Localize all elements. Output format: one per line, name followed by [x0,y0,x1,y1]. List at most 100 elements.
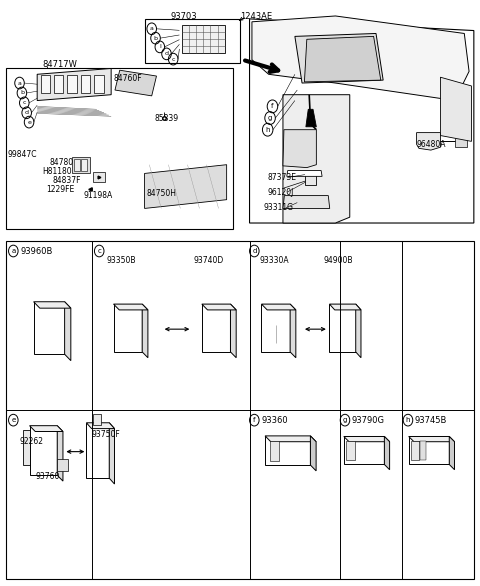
Polygon shape [408,437,455,442]
Polygon shape [283,95,350,223]
Bar [67,76,77,93]
Text: h: h [406,417,410,423]
Bar [307,199,314,206]
Text: H81180: H81180 [42,167,72,176]
Text: 93790G: 93790G [351,415,384,425]
Text: 91198A: 91198A [84,190,113,199]
Polygon shape [142,304,148,357]
Polygon shape [230,304,236,357]
Polygon shape [144,165,227,209]
Text: f: f [253,417,255,423]
Bar [202,304,230,352]
Bar [270,441,279,461]
Text: 84780: 84780 [49,158,73,168]
Text: d: d [165,52,168,56]
Text: b: b [154,36,157,40]
Bar [346,441,356,460]
Text: e: e [11,417,15,423]
Text: 93311G: 93311G [264,203,293,212]
Polygon shape [311,436,316,471]
Text: 93740D: 93740D [194,257,224,265]
Polygon shape [37,69,111,101]
Polygon shape [290,304,296,357]
Text: 93760: 93760 [36,472,60,481]
Polygon shape [417,132,441,150]
Text: e: e [27,120,31,125]
Bar [94,414,101,425]
Text: 93703: 93703 [171,12,197,21]
Polygon shape [114,304,148,310]
Bar [6,240,474,579]
Polygon shape [441,77,471,141]
Text: a: a [11,248,15,254]
Polygon shape [262,304,296,310]
Bar [411,441,420,460]
Text: 1229FE: 1229FE [46,185,74,194]
Bar [94,76,104,93]
Text: 99847C: 99847C [8,149,37,159]
Text: d: d [24,110,29,115]
Bar [114,304,142,352]
Bar [81,76,90,93]
Bar [72,156,90,173]
Polygon shape [30,425,63,431]
Bar [297,199,304,206]
Bar [329,304,356,352]
Text: b: b [20,90,24,96]
Bar [305,173,316,185]
Text: 93750F: 93750F [91,430,120,439]
Polygon shape [265,436,316,442]
Polygon shape [295,33,383,83]
Text: f: f [271,103,274,110]
Text: a: a [150,26,154,31]
Bar [93,172,105,182]
Text: g: g [268,115,272,121]
Text: g: g [343,417,347,423]
Text: c: c [171,57,175,62]
Polygon shape [304,36,381,82]
Text: 84717W: 84717W [42,60,77,69]
Text: 93360: 93360 [262,415,288,425]
Bar [316,199,324,206]
Text: 92262: 92262 [20,437,44,446]
Text: h: h [265,127,270,132]
Text: 96120J: 96120J [268,188,294,196]
Bar [57,459,68,471]
Bar [288,199,295,206]
Bar [34,302,65,355]
Text: 94900B: 94900B [323,257,353,265]
Text: 93350B: 93350B [107,257,136,265]
Polygon shape [202,304,236,310]
Polygon shape [384,437,390,470]
Text: 85839: 85839 [154,114,178,122]
Polygon shape [449,437,455,470]
Text: 87373E: 87373E [268,173,297,182]
Text: 93960B: 93960B [21,247,53,255]
Bar [455,135,467,147]
Polygon shape [287,171,322,176]
Polygon shape [57,425,63,481]
Polygon shape [356,304,361,357]
Polygon shape [65,302,71,360]
Text: d: d [252,248,256,254]
Text: c: c [97,248,101,254]
Polygon shape [283,196,330,209]
Text: 96480A: 96480A [417,140,446,149]
Bar [54,76,63,93]
Text: 84750H: 84750H [147,189,177,198]
Bar [262,304,290,352]
Bar [6,69,233,229]
Polygon shape [250,19,474,223]
Text: 84837F: 84837F [53,176,82,185]
Text: c: c [23,100,26,105]
Bar [265,436,311,465]
Polygon shape [329,304,361,310]
Polygon shape [306,109,316,127]
Bar [74,159,80,171]
Polygon shape [86,423,115,428]
Polygon shape [115,70,156,96]
Bar [420,441,426,460]
Bar [30,425,57,475]
Bar [144,19,240,63]
Polygon shape [283,130,316,168]
